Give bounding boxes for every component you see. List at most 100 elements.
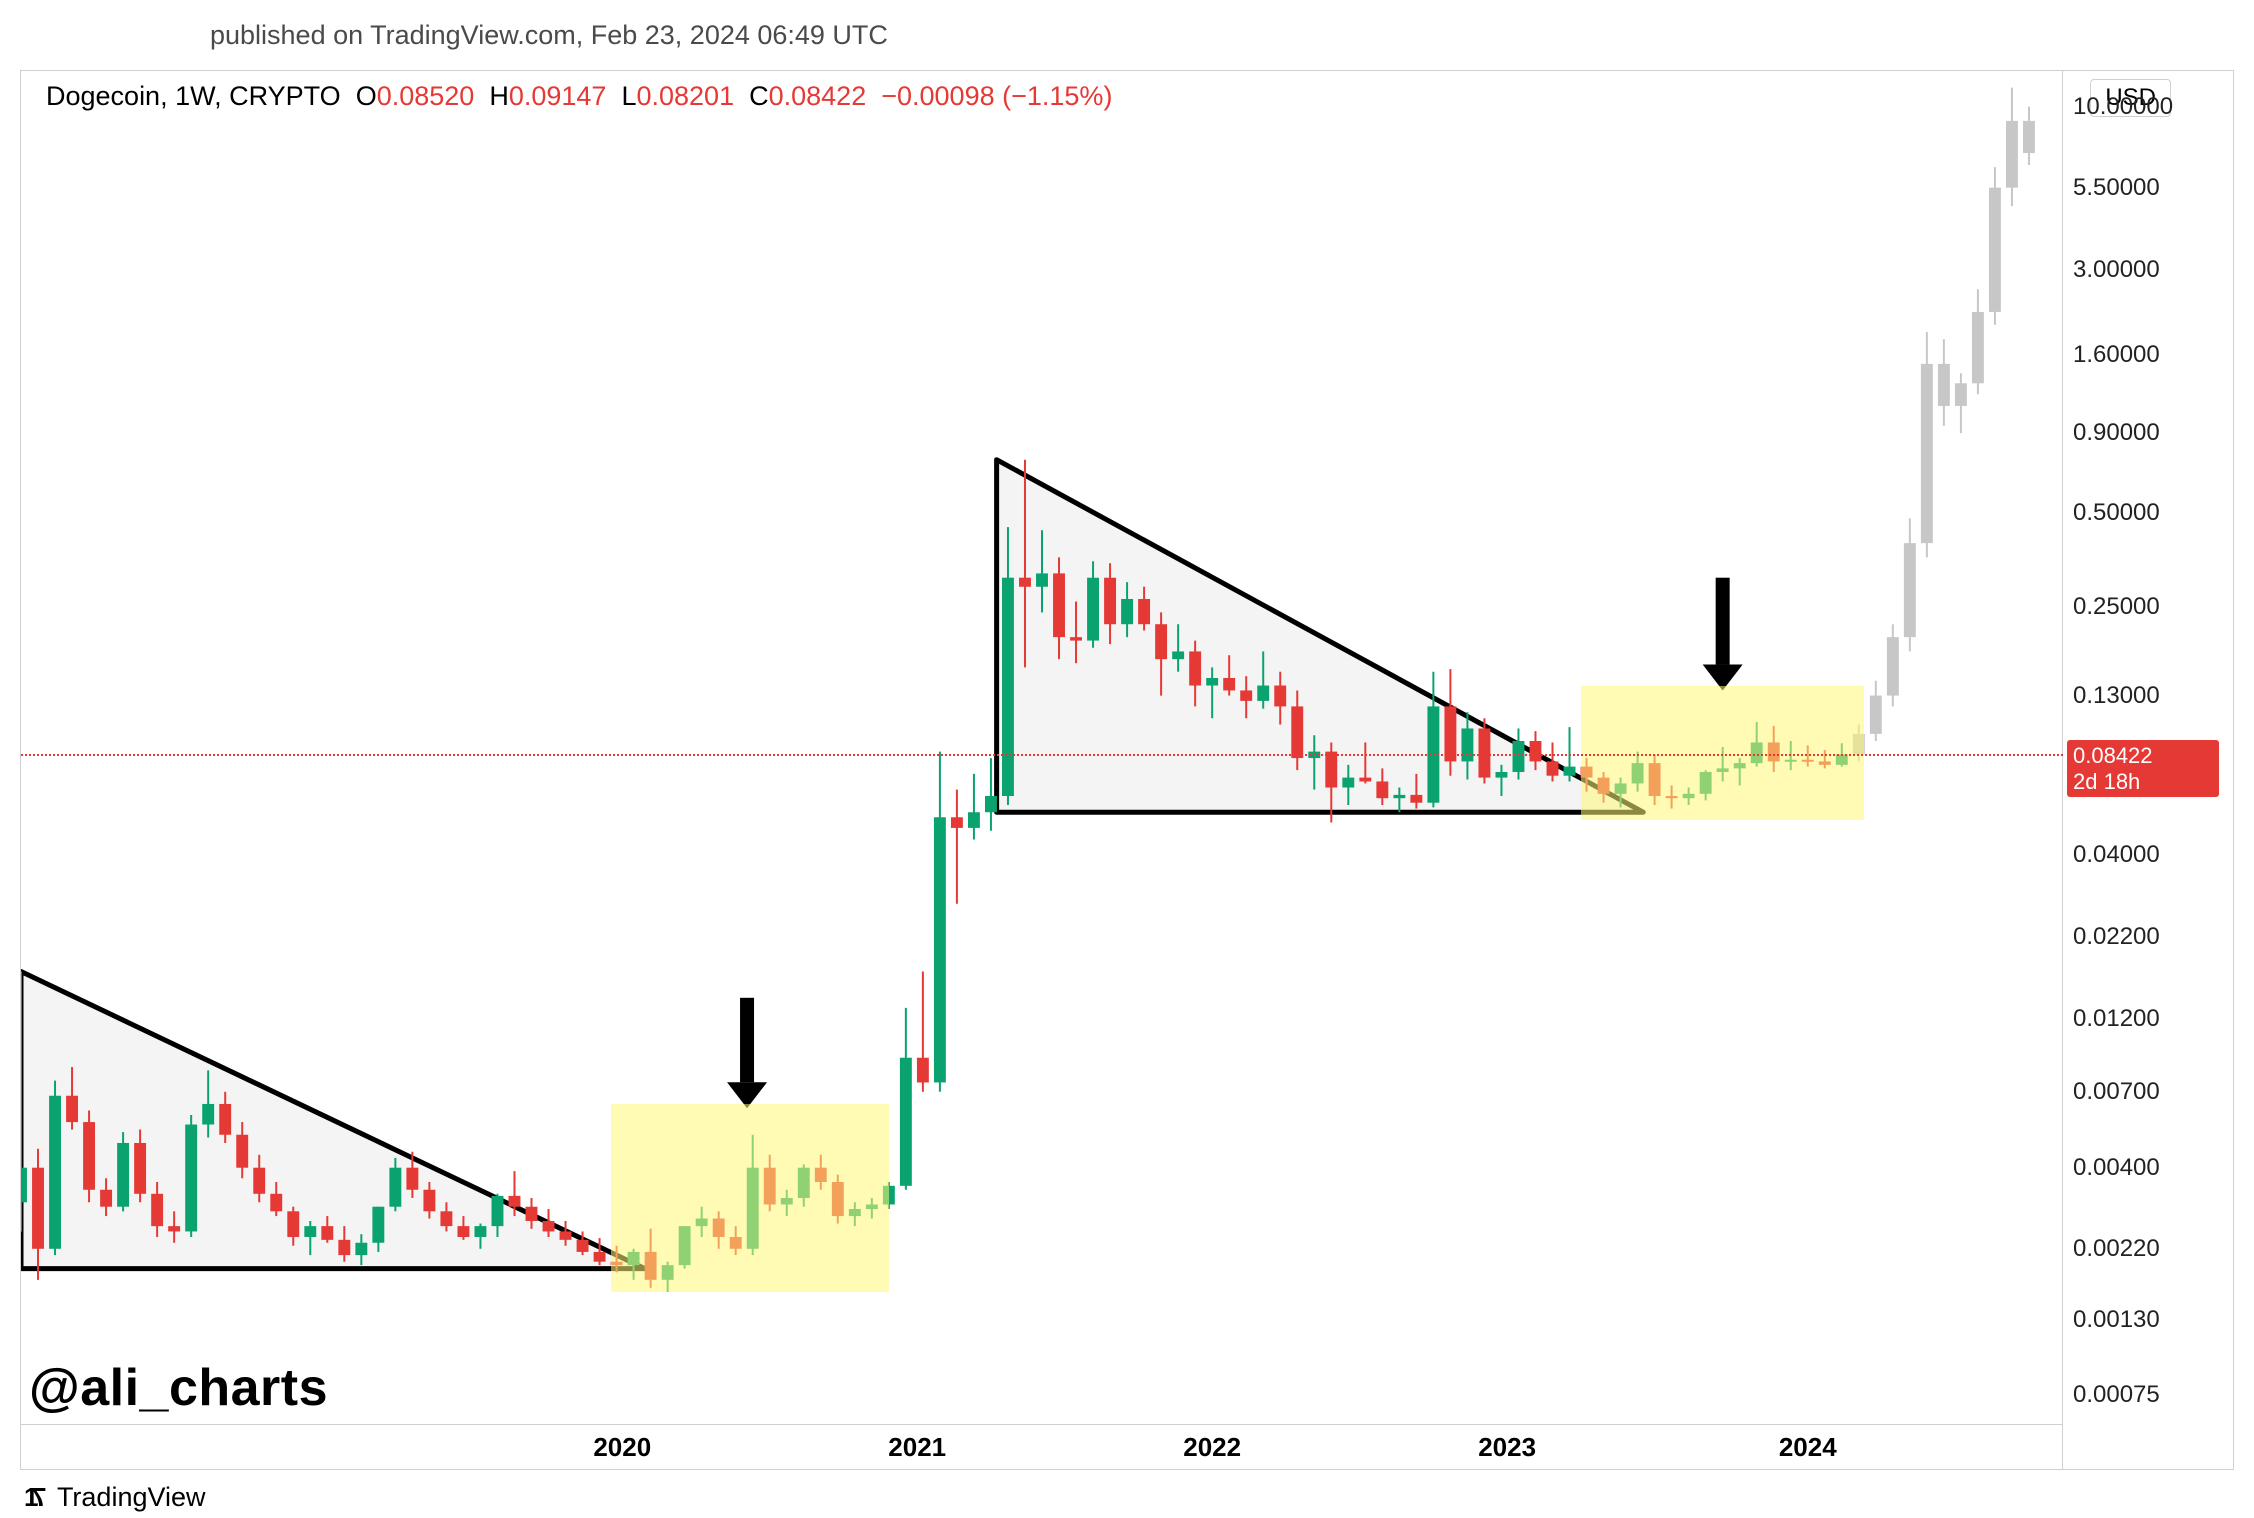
candle-body [509, 1196, 521, 1207]
candle-body [389, 1168, 401, 1207]
candle-body [1121, 599, 1133, 624]
candle-body [440, 1211, 452, 1226]
candle-body [1070, 637, 1082, 640]
y-tick-label: 0.13000 [2073, 682, 2213, 710]
candle-body [2023, 121, 2035, 153]
candle-body [168, 1226, 180, 1231]
candle-body [1530, 741, 1542, 761]
x-tick-label: 2021 [888, 1432, 946, 1463]
y-tick-label: 10.00000 [2073, 93, 2213, 121]
plot-area[interactable] [21, 71, 2063, 1425]
candle-body [1291, 706, 1303, 758]
candle-body [1019, 578, 1031, 587]
price-tag-value: 0.08422 [2073, 743, 2213, 768]
price-tag-countdown: 2d 18h [2073, 769, 2213, 794]
y-tick-label: 0.00220 [2073, 1235, 2213, 1263]
candle-body [474, 1226, 486, 1237]
candle-body [1461, 728, 1473, 761]
candle-body [66, 1096, 78, 1122]
y-tick-label: 0.00075 [2073, 1381, 2213, 1409]
candle-body [1989, 188, 2001, 312]
y-tick-label: 5.50000 [2073, 174, 2213, 202]
candle-body [321, 1226, 333, 1240]
candle-body [1359, 778, 1371, 782]
candle-body [117, 1143, 129, 1207]
candle-body [287, 1211, 299, 1237]
y-tick-label: 0.00130 [2073, 1306, 2213, 1334]
tradingview-text: TradingView [57, 1482, 206, 1513]
x-tick-label: 2022 [1183, 1432, 1241, 1463]
candle-body [1223, 678, 1235, 690]
candle-body [1002, 578, 1014, 796]
candle-body [1495, 772, 1507, 778]
x-tick-label: 2020 [593, 1432, 651, 1463]
current-price-line [21, 754, 2063, 756]
candle-body [1887, 637, 1899, 695]
y-tick-label: 0.25000 [2073, 593, 2213, 621]
tradingview-brand: 17 TradingView [24, 1482, 206, 1513]
candle-body [83, 1122, 95, 1190]
candle-body [338, 1240, 350, 1255]
y-tick-label: 0.02200 [2073, 923, 2213, 951]
candle-body [219, 1104, 231, 1135]
candle-body [577, 1240, 589, 1252]
candle-body [406, 1168, 418, 1190]
candle-body [185, 1125, 197, 1232]
candle-body [1325, 752, 1337, 788]
candle-body [32, 1168, 44, 1249]
candle-body [1921, 364, 1933, 543]
y-tick-label: 0.50000 [2073, 499, 2213, 527]
candle-body [968, 812, 980, 828]
candle-body [2006, 121, 2018, 188]
x-tick-label: 2023 [1478, 1432, 1536, 1463]
y-tick-label: 0.00700 [2073, 1078, 2213, 1106]
candle-body [1564, 767, 1576, 776]
chart-container[interactable]: Dogecoin, 1W, CRYPTO O0.08520 H0.09147 L… [20, 70, 2234, 1470]
candle-body [1478, 728, 1490, 777]
candle-body [951, 817, 963, 828]
candle-body [1410, 795, 1422, 803]
candle-body [1206, 678, 1218, 686]
candle-body [492, 1196, 504, 1226]
candle-body [1513, 741, 1525, 772]
current-price-tag: 0.084222d 18h [2067, 740, 2219, 797]
candle-body [1547, 761, 1559, 775]
candle-body [1870, 696, 1882, 734]
candle-body [1257, 686, 1269, 701]
candle-body [49, 1096, 61, 1249]
candle-body [202, 1104, 214, 1125]
candle-body [457, 1226, 469, 1237]
candle-body [372, 1207, 384, 1243]
candle-body [151, 1194, 163, 1226]
candle-body [304, 1226, 316, 1237]
candle-body [917, 1058, 929, 1083]
candle-body [270, 1194, 282, 1212]
accumulation-highlight [611, 1104, 889, 1292]
candle-body [1172, 651, 1184, 659]
candle-body [100, 1190, 112, 1207]
candle-body [900, 1058, 912, 1186]
publish-info: published on TradingView.com, Feb 23, 20… [210, 20, 888, 51]
candle-body [1376, 781, 1388, 798]
candle-body [1087, 578, 1099, 641]
y-tick-label: 0.00400 [2073, 1154, 2213, 1182]
candle-body [1240, 690, 1252, 700]
y-tick-label: 1.60000 [2073, 341, 2213, 369]
y-tick-label: 0.04000 [2073, 841, 2213, 869]
author-watermark: @ali_charts [29, 1358, 328, 1418]
candle-body [1189, 651, 1201, 685]
candle-body [253, 1168, 265, 1194]
candle-body [1904, 543, 1916, 637]
candle-body [21, 1168, 27, 1203]
candle-body [1342, 778, 1354, 788]
candle-body [236, 1135, 248, 1168]
candle-body [1274, 686, 1286, 707]
x-tick-label: 2024 [1779, 1432, 1837, 1463]
tradingview-logo-icon: 17 [24, 1482, 49, 1513]
candle-body [985, 796, 997, 812]
candle-body [423, 1190, 435, 1212]
candle-body [543, 1221, 555, 1231]
y-tick-label: 3.00000 [2073, 256, 2213, 284]
candle-body [594, 1252, 606, 1262]
accumulation-highlight [1581, 686, 1865, 820]
